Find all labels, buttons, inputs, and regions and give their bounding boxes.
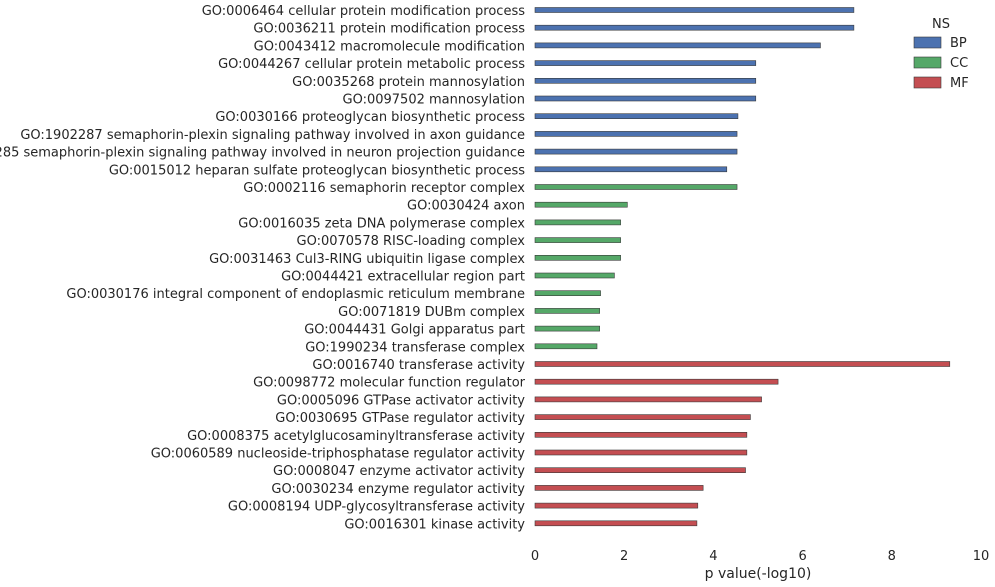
bar-mf <box>534 502 699 509</box>
bar-cc <box>534 255 621 261</box>
bar-mf <box>534 414 751 420</box>
category-label: GO:0030234 enzyme regulator activity <box>271 482 525 497</box>
category-label: GO:0030695 GTPase regulator activity <box>275 411 525 426</box>
bar-bp <box>534 78 757 84</box>
category-label: GO:0097502 mannosylation <box>343 93 526 108</box>
legend-swatch-cc <box>913 56 942 69</box>
category-label: GO:0016035 zeta DNA polymerase complex <box>238 216 525 231</box>
bar-cc <box>534 184 738 190</box>
category-label: GO:0008375 acetylglucosaminyltransferase… <box>187 429 525 444</box>
category-label: GO:0006464 cellular protein modification… <box>202 4 525 19</box>
legend-swatch-bp <box>913 36 942 49</box>
legend-label-bp: BP <box>950 36 967 51</box>
x-tick-label: 4 <box>709 549 717 564</box>
bar-mf <box>534 361 951 367</box>
category-label: GO:0008194 UDP-glycosyltransferase activ… <box>228 500 525 515</box>
x-tick-label: 8 <box>888 549 896 564</box>
bar-cc <box>534 272 615 279</box>
legend-title: NS <box>932 17 950 32</box>
category-label: GO:0030424 axon <box>407 199 525 214</box>
category-label: GO:0031463 Cul3-RING ubiquitin ligase co… <box>209 252 525 267</box>
legend-label-mf: MF <box>950 76 969 91</box>
bar-bp <box>534 42 821 49</box>
bar-mf <box>534 378 779 385</box>
bar-bp <box>534 148 738 155</box>
x-axis-title: p value(-log10) <box>705 566 812 582</box>
category-label: GO:0016301 kinase activity <box>344 517 525 532</box>
category-labels: GO:0006464 cellular protein modification… <box>0 4 526 532</box>
bar-cc <box>534 343 598 350</box>
bar-cc <box>534 237 621 243</box>
x-tick-label: 0 <box>531 549 539 564</box>
bar-cc <box>534 219 621 226</box>
x-axis: 0 2 4 6 8 10 <box>531 549 989 564</box>
bar-mf <box>534 485 704 491</box>
category-label: GO:0015012 heparan sulfate proteoglycan … <box>109 163 525 178</box>
category-label: GO:0044421 extracellular region part <box>281 270 525 285</box>
bar-bp <box>534 166 728 173</box>
category-label: GO:0060589 nucleoside-triphosphatase reg… <box>151 447 526 462</box>
category-label: GO:0035268 protein mannosylation <box>292 75 525 90</box>
category-label: GO:0070578 RISC-loading complex <box>297 234 526 249</box>
legend-label-cc: CC <box>950 56 968 71</box>
bars-layer <box>534 7 951 527</box>
bar-bp <box>534 60 757 66</box>
legend-swatch-mf <box>913 76 942 89</box>
category-label: GO:0098772 molecular function regulator <box>253 376 526 391</box>
category-label: GO:0005096 GTPase activator activity <box>277 393 525 408</box>
category-label: GO:0071819 DUBm complex <box>338 305 525 320</box>
bar-cc <box>534 290 601 297</box>
bar-bp <box>534 131 738 137</box>
bar-bp <box>534 95 757 102</box>
x-tick-label: 2 <box>620 549 628 564</box>
bar-cc <box>534 308 600 314</box>
x-tick-label: 6 <box>798 549 806 564</box>
bar-cc <box>534 325 600 332</box>
category-label: GO:0016740 transferase activity <box>312 358 525 373</box>
category-label: GO:1902287 semaphorin-plexin signaling p… <box>20 128 525 143</box>
bar-cc <box>534 201 628 208</box>
category-label: GO:0002116 semaphorin receptor complex <box>243 181 525 196</box>
bar-mf <box>534 520 698 527</box>
category-label: GO:0044267 cellular protein metabolic pr… <box>218 57 525 72</box>
category-label: GO:0030176 integral component of endopla… <box>66 287 525 302</box>
bar-bp <box>534 113 739 119</box>
bar-mf <box>534 396 762 403</box>
category-label: GO:1902285 semaphorin-plexin signaling p… <box>0 146 525 161</box>
category-label: GO:1990234 transferase complex <box>305 340 525 355</box>
bar-bp <box>534 7 855 13</box>
category-label: GO:0008047 enzyme activator activity <box>273 464 525 479</box>
bar-mf <box>534 467 746 474</box>
category-label: GO:0036211 protein modification process <box>253 22 525 37</box>
bar-mf <box>534 449 748 456</box>
bar-mf <box>534 431 748 438</box>
bar-bp <box>534 24 855 31</box>
category-label: GO:0043412 macromolecule modification <box>254 39 525 54</box>
x-tick-label: 10 <box>973 549 990 564</box>
category-label: GO:0030166 proteoglycan biosynthetic pro… <box>215 110 525 125</box>
category-label: GO:0044431 Golgi apparatus part <box>304 323 525 338</box>
